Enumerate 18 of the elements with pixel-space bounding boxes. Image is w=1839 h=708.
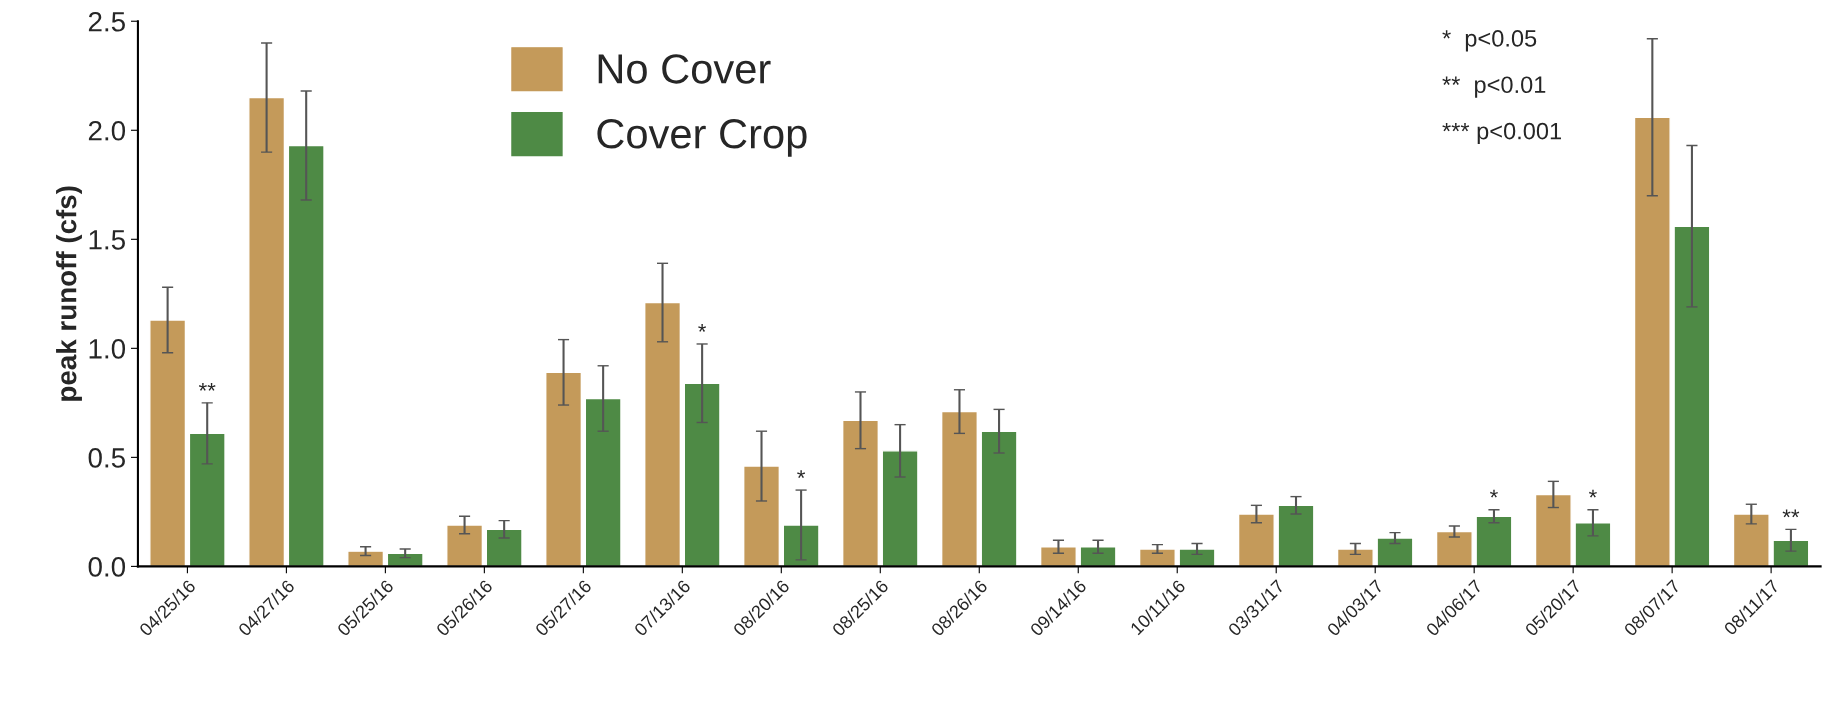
annotation: *** p<0.001 xyxy=(1442,122,1561,145)
annotation: ** xyxy=(198,382,216,391)
annotation: * xyxy=(1588,489,1597,498)
y-tick-label: 2.5 xyxy=(88,11,125,32)
annotation: * xyxy=(698,324,707,332)
y-tick-label: 1.0 xyxy=(89,339,126,359)
annotation: ** xyxy=(1782,509,1800,518)
y-tick-label: 0.0 xyxy=(88,557,126,577)
annotation: * p<0.05 xyxy=(1442,30,1537,52)
annotation: * xyxy=(797,470,806,478)
y-tick-label: 2.0 xyxy=(88,120,126,141)
y-tick-label: 0.5 xyxy=(88,448,125,468)
y-tick-label: 1.5 xyxy=(89,230,125,250)
legend-label: Cover Crop xyxy=(597,119,807,157)
y-axis-title: peak runoff (cfs) xyxy=(56,186,82,401)
annotation: ** p<0.01 xyxy=(1442,76,1546,98)
legend-label: No Cover xyxy=(598,54,771,84)
annotation: * xyxy=(1490,489,1498,498)
